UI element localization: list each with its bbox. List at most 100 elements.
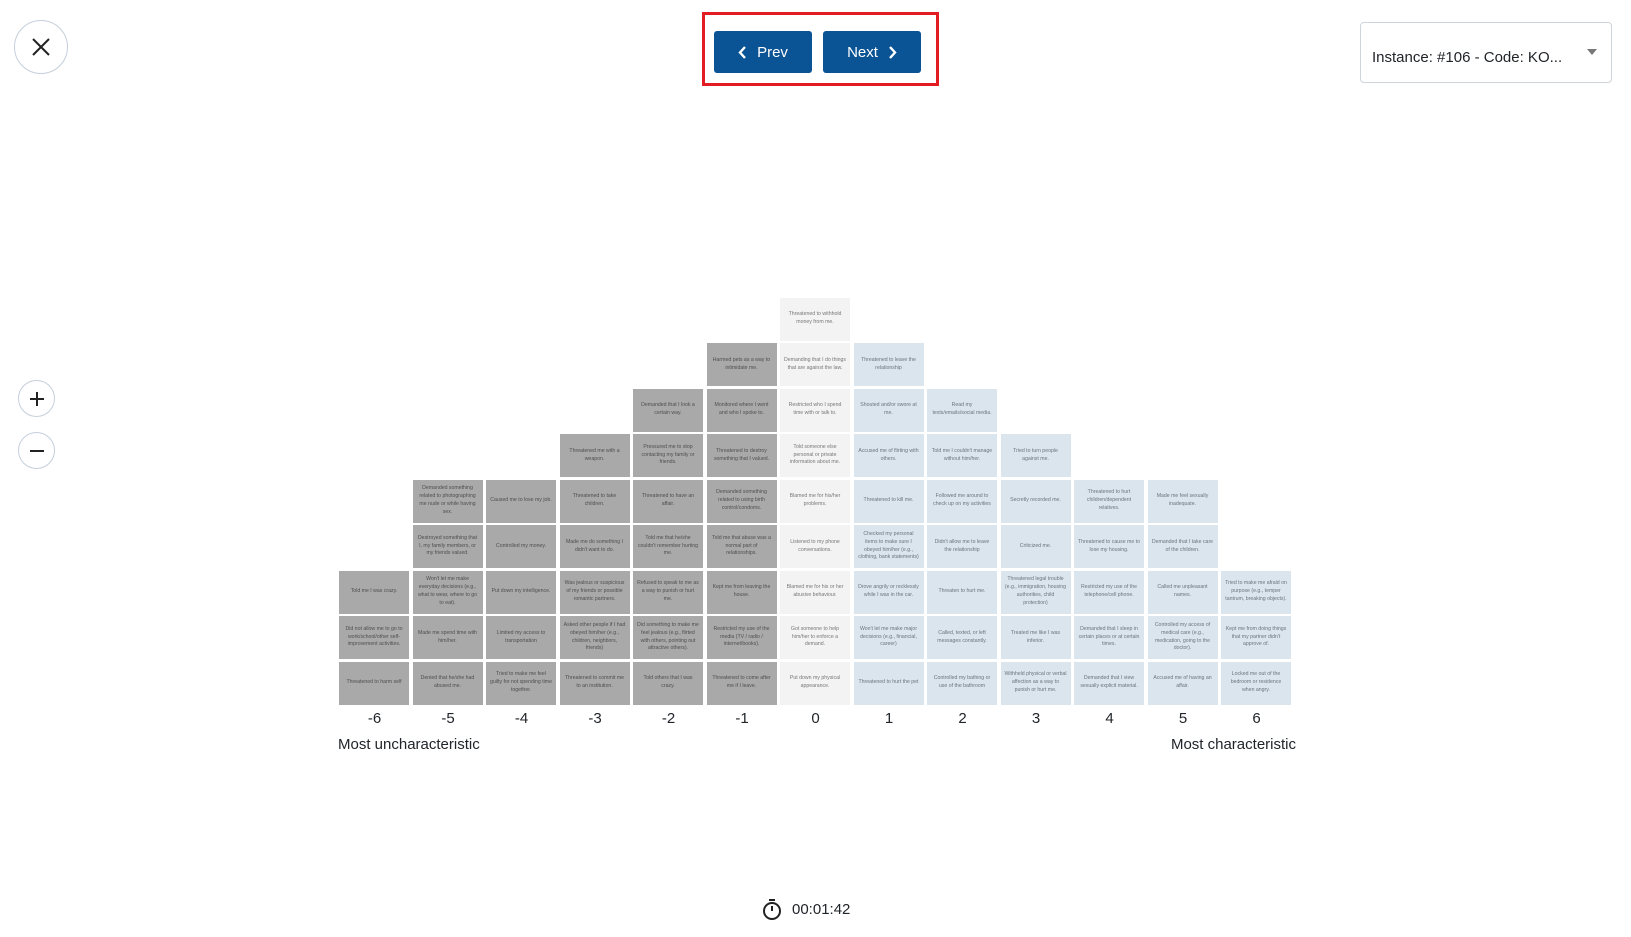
statement-card[interactable]: Threatened to hurt children/dependent re… <box>1073 478 1145 524</box>
statement-card[interactable]: Kept me from leaving the house. <box>705 569 778 615</box>
statement-card[interactable]: Made me feel sexually inadequate. <box>1146 478 1219 524</box>
statement-card[interactable]: Told others that I was crazy. <box>632 660 704 706</box>
statement-card[interactable]: Demanded something related to photograph… <box>411 478 484 524</box>
statement-card[interactable]: Demanded that I look a certain way. <box>632 387 704 433</box>
statement-card[interactable]: Called, texted, or left messages constan… <box>926 615 998 660</box>
statement-card[interactable]: Threatened to come after me if I leave. <box>705 660 778 706</box>
statement-card[interactable]: Tried to make me feel guilty for not spe… <box>485 660 557 706</box>
statement-card[interactable]: Did not allow me to go to work/school/ot… <box>338 615 410 660</box>
zoom-in-button[interactable] <box>18 380 55 417</box>
statement-card[interactable]: Threatened to hurt the pet <box>852 660 925 706</box>
statement-card[interactable]: Didn't allow me to leave the relationshi… <box>926 524 998 569</box>
statement-card[interactable]: Demanding that I do things that are agai… <box>779 342 851 387</box>
zoom-out-button[interactable] <box>18 432 55 469</box>
statement-card[interactable]: Listened to my phone conversations. <box>779 524 851 569</box>
statement-card[interactable]: Pressured me to stop contacting my famil… <box>632 433 704 478</box>
plus-icon <box>29 391 44 406</box>
statement-card[interactable]: Threatened to harm self <box>338 660 410 706</box>
scale-right-label: Most characteristic <box>1170 736 1296 753</box>
statement-card[interactable]: Harmed pets as a way to intimidate me. <box>705 342 778 387</box>
column-score-label: 1 <box>884 710 894 727</box>
prev-label: Prev <box>757 43 788 61</box>
statement-card[interactable]: Blamed me for his/her problems. <box>779 478 851 524</box>
statement-card[interactable]: Threatened to have an affair. <box>632 478 704 524</box>
close-button[interactable] <box>14 20 68 74</box>
column-score-label: 0 <box>811 710 820 727</box>
statement-card[interactable]: Kept me from doing things that my partne… <box>1220 615 1292 660</box>
statement-card[interactable]: Put down my physical appearance. <box>779 660 851 706</box>
statement-card[interactable]: Limited my access to transportation <box>485 615 557 660</box>
statement-card[interactable]: Accused me of flirting with others. <box>852 433 925 478</box>
close-icon <box>32 38 50 56</box>
instance-select[interactable]: Instance: #106 - Code: KO... <box>1360 22 1612 83</box>
nav-highlight-box: Prev Next <box>702 12 939 86</box>
statement-card[interactable]: Blamed me for his or her abusive behavio… <box>779 569 851 615</box>
statement-card[interactable]: Was jealous or suspicious of my friends … <box>558 569 631 615</box>
statement-card[interactable]: Shouted and/or swore at me. <box>852 387 925 433</box>
statement-card[interactable]: Made me do something I didn't want to do… <box>558 524 631 569</box>
statement-card[interactable]: Tried to make me afraid on purpose (e.g.… <box>1220 569 1292 615</box>
statement-card[interactable]: Threatened to take children. <box>558 478 631 524</box>
statement-card[interactable]: Told someone else personal or private in… <box>779 433 851 478</box>
statement-card[interactable]: Told me I couldn't manage without him/he… <box>926 433 998 478</box>
statement-card[interactable]: Threatened to cause me to lose my housin… <box>1073 524 1145 569</box>
statement-card[interactable]: Called me unpleasant names. <box>1146 569 1219 615</box>
statement-card[interactable]: Demanded that I view sexually explicit m… <box>1073 660 1145 706</box>
column-score-label: -6 <box>367 710 382 727</box>
statement-card[interactable]: Threatened to kill me. <box>852 478 925 524</box>
statement-card[interactable]: Controlled my access of medical care (e.… <box>1146 615 1219 660</box>
statement-card[interactable]: Restricted my use of the media (TV / rad… <box>705 615 778 660</box>
statement-card[interactable]: Threatened to withhold money from me. <box>779 296 851 342</box>
statement-card[interactable]: Criticized me. <box>999 524 1072 569</box>
statement-card[interactable]: Threatened legal trouble (e.g., immigrat… <box>999 569 1072 615</box>
statement-card[interactable]: Denied that he/she had abused me. <box>411 660 484 706</box>
column-score-label: 6 <box>1252 710 1261 727</box>
statement-card[interactable]: Controlled my money. <box>485 524 557 569</box>
minus-icon <box>29 449 44 452</box>
statement-card[interactable]: Demanded that I take care of the childre… <box>1146 524 1219 569</box>
statement-card[interactable]: Tried to turn people against me. <box>999 433 1072 478</box>
statement-card[interactable]: Threatened me with a weapon. <box>558 433 631 478</box>
statement-card[interactable]: Won't let me make everyday decisions (e.… <box>411 569 484 615</box>
statement-card[interactable]: Withheld physical or verbal affection as… <box>999 660 1072 706</box>
statement-card[interactable]: Made me spend time with him/her. <box>411 615 484 660</box>
statement-card[interactable]: Destroyed something that I, my family me… <box>411 524 484 569</box>
statement-card[interactable]: Got someone to help him/her to enforce a… <box>779 615 851 660</box>
statement-card[interactable]: Did something to make me feel jealous (e… <box>632 615 704 660</box>
statement-card[interactable]: Drove angrily or recklessly while I was … <box>852 569 925 615</box>
statement-card[interactable]: Threaten to hurt me. <box>926 569 998 615</box>
chevron-left-icon <box>738 45 746 59</box>
statement-card[interactable]: Accused me of having an affair. <box>1146 660 1219 706</box>
statement-card[interactable]: Demanded that I sleep in certain places … <box>1073 615 1145 660</box>
instance-select-value: Instance: #106 - Code: KO... <box>1372 49 1563 66</box>
statement-card[interactable]: Asked other people if I had obeyed him/h… <box>558 615 631 660</box>
statement-card[interactable]: Read my texts/emails/social media. <box>926 387 998 433</box>
column-score-label: 5 <box>1178 710 1188 727</box>
statement-card[interactable]: Caused me to lose my job. <box>485 478 557 524</box>
statement-card[interactable]: Told me I was crazy. <box>338 569 410 615</box>
statement-card[interactable]: Monitored where I went and who I spoke t… <box>705 387 778 433</box>
next-button[interactable]: Next <box>823 31 921 73</box>
statement-card[interactable]: Put down my intelligence. <box>485 569 557 615</box>
timer-value: 00:01:42 <box>792 900 851 918</box>
statement-card[interactable]: Threatened to commit me to an institutio… <box>558 660 631 706</box>
statement-card[interactable]: Demanded something related to using birt… <box>705 478 778 524</box>
statement-card[interactable]: Threatened to leave the relationship <box>852 342 925 387</box>
statement-card[interactable]: Refused to speak to me as a way to punis… <box>632 569 704 615</box>
statement-card[interactable]: Told me that he/she couldn't remember hu… <box>632 524 704 569</box>
column-score-label: -1 <box>735 710 749 727</box>
statement-card[interactable]: Threatened to destroy something that I v… <box>705 433 778 478</box>
statement-card[interactable]: Treated me like I was inferior. <box>999 615 1072 660</box>
column-score-label: 4 <box>1105 710 1114 727</box>
prev-button[interactable]: Prev <box>714 31 812 73</box>
statement-card[interactable]: Won't let me make major decisions (e.g.,… <box>852 615 925 660</box>
column-score-label: -3 <box>588 710 602 727</box>
statement-card[interactable]: Restricted my use of the telephone/cell … <box>1073 569 1145 615</box>
statement-card[interactable]: Told me that abuse was a normal part of … <box>705 524 778 569</box>
statement-card[interactable]: Followed me around to check up on my act… <box>926 478 998 524</box>
statement-card[interactable]: Checked my personal items to make sure I… <box>852 524 925 569</box>
statement-card[interactable]: Restricted who I spend time with or talk… <box>779 387 851 433</box>
statement-card[interactable]: Controlled my bathing or use of the bath… <box>926 660 998 706</box>
statement-card[interactable]: Locked me out of the bedroom or residenc… <box>1220 660 1292 706</box>
statement-card[interactable]: Secretly recorded me. <box>999 478 1072 524</box>
